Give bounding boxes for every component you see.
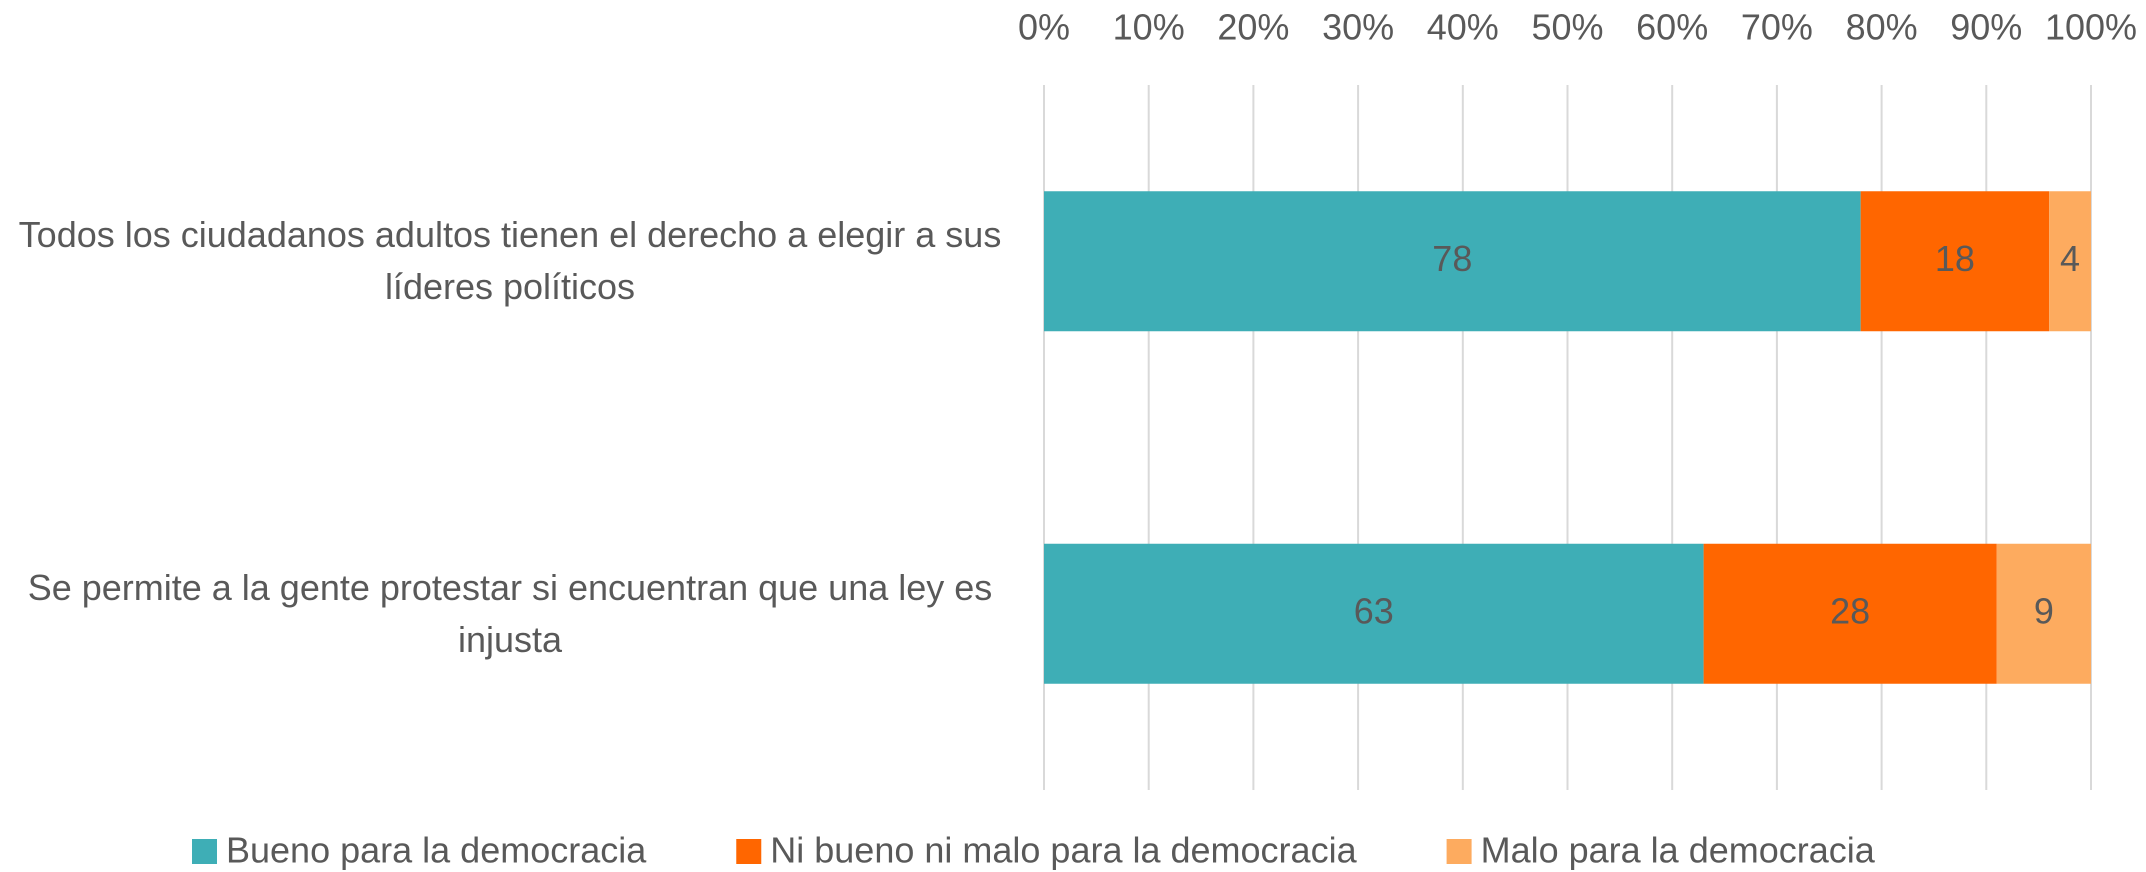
data-label: 28 [1830, 590, 1870, 631]
x-tick-label: 90% [1950, 7, 2022, 48]
x-tick-label: 70% [1741, 7, 1813, 48]
data-label: 18 [1935, 238, 1975, 279]
x-tick-label: 80% [1846, 7, 1918, 48]
legend-label: Malo para la democracia [1481, 830, 1876, 871]
x-tick-label: 10% [1113, 7, 1185, 48]
data-label: 78 [1432, 238, 1472, 279]
legend-swatch [192, 839, 217, 864]
x-tick-label: 20% [1217, 7, 1289, 48]
x-tick-label: 0% [1018, 7, 1070, 48]
legend-swatch [736, 839, 762, 864]
legend-label: Ni bueno ni malo para la democracia [770, 830, 1357, 871]
bar-segment [1044, 543, 1704, 684]
data-label: 4 [2060, 238, 2080, 279]
legend-label: Bueno para la democracia [226, 830, 647, 871]
bar-segment [1044, 191, 1861, 332]
x-tick-label: 60% [1636, 7, 1708, 48]
bar-segment [1703, 543, 1997, 684]
category-label: Se permite a la gente protestar si encue… [27, 566, 993, 660]
bar-segment [2049, 191, 2091, 332]
x-tick-label: 40% [1427, 7, 1499, 48]
x-tick-label: 100% [2045, 7, 2137, 48]
legend-swatch [1446, 839, 1472, 864]
bar-segment [1860, 191, 2050, 332]
x-tick-label: 30% [1322, 7, 1394, 48]
category-label: Todos los ciudadanos adultos tienen el d… [18, 214, 1002, 308]
data-label: 63 [1354, 590, 1394, 631]
data-label: 9 [2034, 590, 2054, 631]
x-tick-label: 50% [1531, 7, 1603, 48]
bar-segment [1996, 543, 2091, 684]
